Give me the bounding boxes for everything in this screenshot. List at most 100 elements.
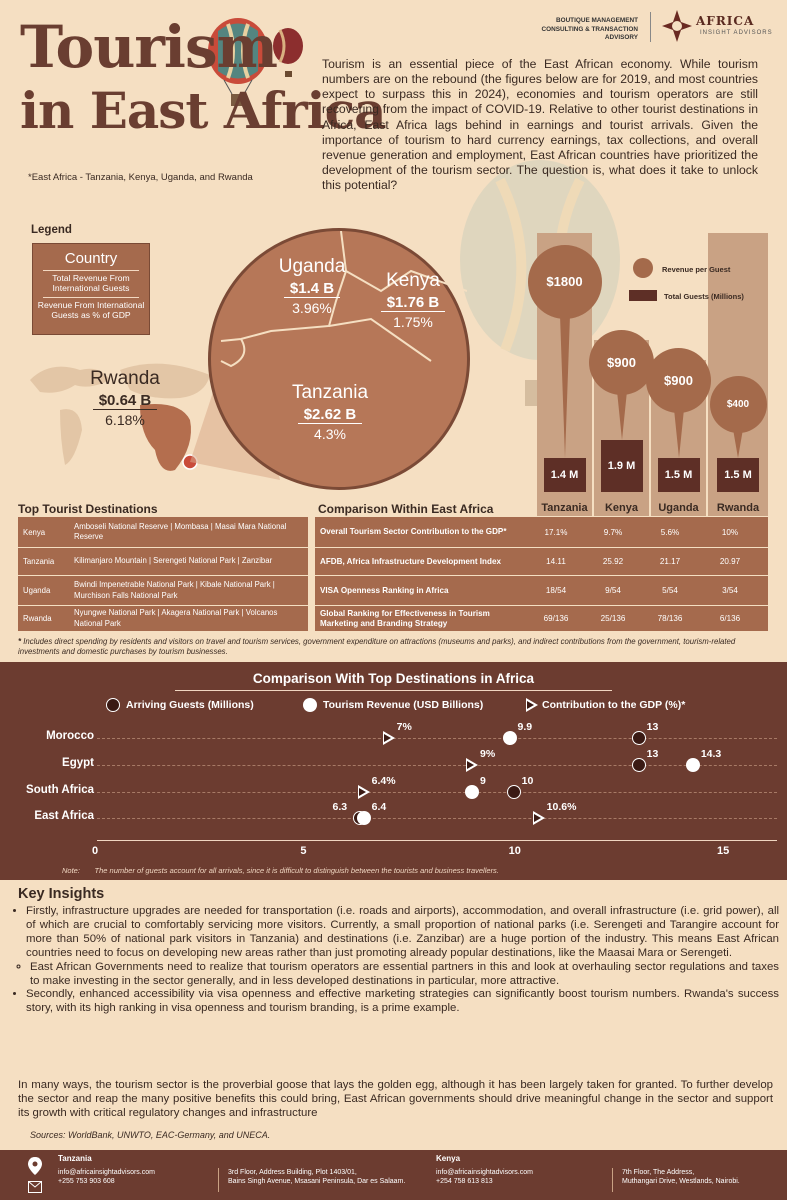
revenue-dot	[356, 811, 371, 825]
destination-country: Uganda	[23, 586, 51, 595]
uganda-revenue: $1.4 B	[283, 280, 341, 298]
location-pin-icon	[28, 1157, 42, 1175]
destination-row: Uganda Bwindi Impenetrable National Park …	[18, 576, 308, 606]
pin-stem	[616, 390, 627, 440]
chart-note: Note: The number of guests account for a…	[62, 866, 499, 875]
rwanda-revenue: $0.64 B	[92, 392, 158, 410]
within-value: 14.11	[546, 557, 566, 566]
x-axis-line	[97, 840, 777, 841]
comparison-title: Comparison With Top Destinations in Afri…	[252, 671, 535, 686]
comparison-section: Comparison With Top Destinations in Afri…	[0, 662, 787, 880]
destination-list: Amboseli National Reserve | Mombasa | Ma…	[74, 521, 287, 541]
legend-revenue-label: Tourism Revenue (USD Billions)	[323, 699, 484, 711]
revenue-label: 6.4	[371, 801, 387, 813]
legend-gdp-label: Revenue From International Guests as % o…	[37, 299, 145, 320]
row-label: South Africa	[26, 784, 94, 796]
country-borders-icon	[220, 231, 467, 368]
legend-title: Legend	[31, 224, 72, 236]
pin-stem	[673, 408, 684, 458]
within-value: 18/54	[545, 586, 567, 595]
revenue-pin: $1800	[527, 245, 602, 319]
arrivals-dot	[631, 731, 646, 745]
page-title-line1: Tourism	[20, 13, 278, 81]
uganda-gdp: 3.96%	[292, 300, 332, 316]
legend-gdp-label: Contribution to the GDP (%)*	[542, 699, 686, 711]
row-gridline	[97, 738, 777, 739]
within-value: 20.97	[719, 557, 741, 566]
within-value: 5/54	[662, 586, 678, 595]
kenya-name: Kenya	[386, 270, 440, 291]
revenue-pin: $400	[709, 375, 767, 433]
footer-tz-addr2: Bains Singh Avenue, Msasani Peninsula, D…	[228, 1178, 406, 1186]
legend-box-label: Total Guests (Millions)	[664, 292, 744, 301]
gdp-triangle	[532, 811, 545, 825]
within-value: 21.17	[659, 557, 681, 566]
footer-tz-email[interactable]: info@africainsightadvisors.com	[58, 1169, 155, 1176]
legend-pin-icon	[633, 258, 653, 278]
footer-tz-address: 3rd Floor, Address Building, Plot 1403/0…	[228, 1168, 405, 1187]
uganda-name: Uganda	[278, 256, 346, 277]
tanzania-name: Tanzania	[291, 382, 369, 403]
revenue-dot	[465, 785, 479, 799]
within-value: 25/136	[600, 614, 626, 623]
envelope-icon	[28, 1181, 42, 1193]
x-tick-label: 10	[508, 845, 521, 857]
revenue-dot	[502, 731, 517, 745]
gdp-label: 10.6%	[546, 801, 577, 813]
pin-stem	[733, 428, 743, 458]
within-value: 9/54	[605, 586, 621, 595]
arrivals-label: 6.3	[332, 801, 348, 813]
closing-paragraph: In many ways, the tourism sector is the …	[18, 1079, 773, 1119]
legend-revenue-label: Total Revenue From International Guests	[52, 273, 130, 293]
chart-note-label: Note:	[62, 866, 80, 875]
within-metric: AFDB, Africa Infrastructure Development …	[320, 556, 501, 566]
title-subnote: *East Africa - Tanzania, Kenya, Uganda, …	[28, 172, 253, 183]
within-row: AFDB, Africa Infrastructure Development …	[315, 548, 768, 576]
gdp-footnote: * Includes direct spending by residents …	[18, 637, 768, 656]
gdp-label: 9%	[480, 748, 496, 760]
destinations-title: Top Tourist Destinations	[18, 502, 158, 516]
within-metric: Global Ranking for Effectiveness in Tour…	[320, 608, 490, 628]
footer-tz-title: Tanzania	[58, 1154, 92, 1163]
bar-country-label: Tanzania	[541, 502, 588, 514]
tanzania-block: Tanzania $2.62 B 4.3%	[275, 382, 385, 442]
insights-list: Firstly, infrastructure upgrades are nee…	[8, 905, 779, 1016]
legend-country: Country	[64, 250, 118, 267]
footer-ke-phone[interactable]: +254 758 613 813	[436, 1178, 493, 1186]
gdp-triangle	[466, 758, 478, 772]
legend-box-icon	[629, 290, 657, 301]
bar-country-label: Rwanda	[716, 502, 760, 514]
pin-stem	[559, 315, 570, 458]
legend-pin-label: Revenue per Guest	[662, 265, 731, 274]
footer-ke-contact: info@africainsightadvisors.com +254 758 …	[436, 1168, 533, 1187]
within-value: 69/136	[543, 614, 569, 623]
within-row: Overall Tourism Sector Contribution to t…	[315, 517, 768, 548]
legend-arrivals-dot	[106, 698, 120, 712]
rwanda-gdp: 6.18%	[105, 412, 145, 428]
footer-tz-phone[interactable]: +255 753 903 608	[58, 1178, 115, 1186]
x-tick-label: 5	[300, 845, 307, 857]
footer-ke-addr2: Muthangari Drive, Westlands, Nairobi.	[622, 1178, 740, 1186]
x-tick-label: 15	[717, 845, 730, 857]
tanzania-gdp: 4.3%	[314, 426, 346, 442]
footer-divider	[218, 1168, 219, 1192]
gdp-triangle	[382, 731, 395, 745]
footer-ke-email[interactable]: info@africainsightadvisors.com	[436, 1169, 533, 1176]
kenya-revenue: $1.76 B	[380, 294, 446, 312]
row-gridline	[97, 818, 777, 819]
row-gridline	[97, 765, 777, 766]
row-label: Egypt	[62, 757, 94, 769]
comparison-title-underline	[175, 690, 612, 691]
destination-row: Kenya Amboseli National Reserve | Mombasa…	[18, 517, 308, 548]
revenue-pin: $900	[589, 329, 654, 395]
page-title-line2: in East Africa	[20, 81, 387, 140]
gdp-triangle-inner	[467, 760, 474, 769]
destination-row: Tanzania Kilimanjaro Mountain | Serengeti…	[18, 548, 308, 576]
destination-country: Rwanda	[23, 614, 52, 623]
guests-box: 1.4 M	[543, 458, 586, 492]
world-map-icon	[30, 363, 210, 471]
brand-divider	[650, 12, 651, 42]
x-tick-label: 0	[92, 845, 99, 857]
within-value: 25.92	[602, 557, 624, 566]
arrivals-dot	[506, 785, 521, 799]
